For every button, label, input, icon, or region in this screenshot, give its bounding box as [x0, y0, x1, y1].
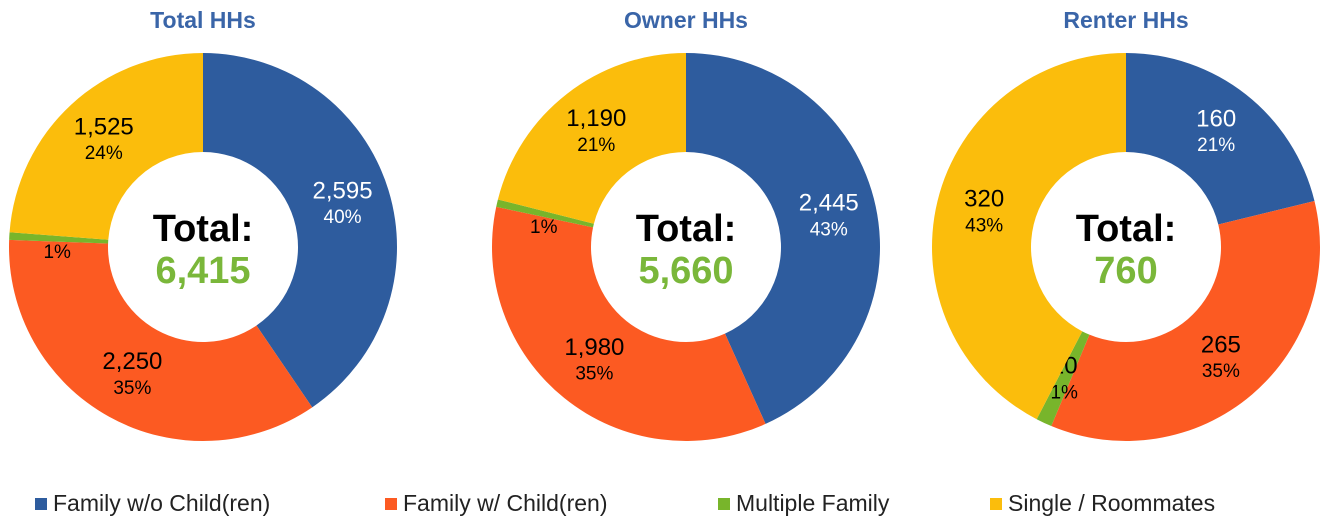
percent-label: 1%	[1050, 382, 1078, 403]
value-label: 1,980	[564, 334, 624, 361]
donut-segment	[931, 53, 1126, 420]
percent-label: 43%	[810, 219, 848, 240]
donut-segment	[497, 53, 686, 224]
percent-label: 1%	[530, 217, 558, 238]
donut-segment	[1051, 201, 1320, 441]
value-label: 2,445	[799, 190, 859, 217]
donut-segment	[9, 53, 204, 240]
value-label: 320	[964, 186, 1004, 213]
percent-label: 35%	[575, 364, 613, 385]
percent-label: 21%	[1197, 135, 1235, 156]
legend-label: Family w/o Child(ren)	[53, 490, 270, 516]
percent-label: 21%	[577, 135, 615, 156]
legend-label: Single / Roommates	[1008, 490, 1215, 516]
percent-label: 43%	[965, 215, 1003, 236]
value-label: 160	[1196, 106, 1236, 133]
legend-swatch	[990, 498, 1002, 510]
donut-segment	[492, 206, 766, 441]
value-label: 2,595	[312, 177, 372, 204]
donut-segment	[9, 232, 109, 244]
legend-label: Multiple Family	[736, 490, 890, 516]
center-label: Total:	[1076, 208, 1177, 250]
chart-title: Owner HHs	[624, 7, 748, 33]
donut-segment	[686, 53, 881, 424]
percent-label: 24%	[85, 143, 123, 164]
legend-swatch	[718, 498, 730, 510]
legend-label: Family w/ Child(ren)	[403, 490, 607, 516]
donut-segment	[496, 199, 594, 228]
donut-segment	[1126, 53, 1315, 225]
value-label: 2,250	[102, 348, 162, 375]
total-label: 760	[1094, 250, 1157, 292]
donut-segment	[203, 53, 397, 408]
percent-label: 35%	[1202, 361, 1240, 382]
donut-segment	[9, 239, 313, 441]
value-label: 265	[1201, 331, 1241, 358]
center-label: Total:	[636, 208, 737, 250]
center-label: Total:	[153, 208, 254, 250]
donut-segment	[1036, 331, 1090, 427]
value-label: 1,525	[74, 113, 134, 140]
chart-title: Renter HHs	[1063, 7, 1188, 33]
total-label: 5,660	[638, 250, 733, 292]
value-label: 1,190	[566, 105, 626, 132]
percent-label: 35%	[113, 378, 151, 399]
legend-swatch	[35, 498, 47, 510]
chart-title: Total HHs	[150, 7, 256, 33]
percent-label: 1%	[43, 242, 71, 263]
legend-swatch	[385, 498, 397, 510]
total-label: 6,415	[155, 250, 250, 292]
percent-label: 40%	[324, 207, 362, 228]
